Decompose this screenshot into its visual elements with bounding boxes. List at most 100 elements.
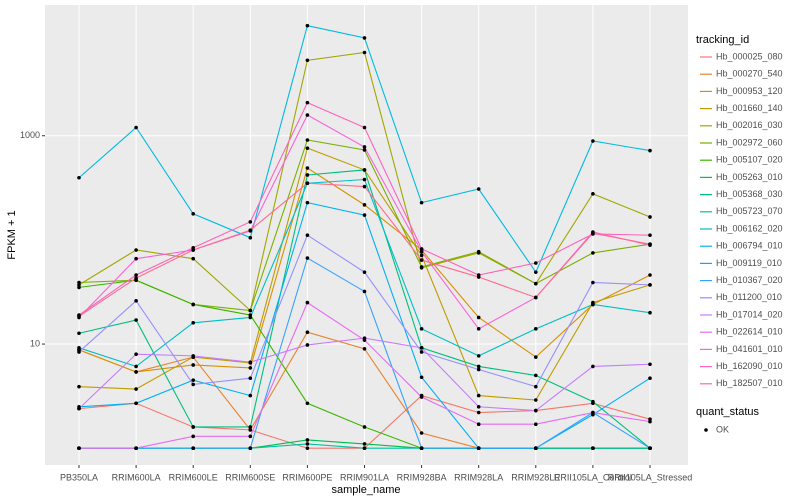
point <box>476 410 481 415</box>
point <box>534 270 538 274</box>
point <box>591 251 595 255</box>
point <box>476 327 481 331</box>
point <box>362 36 367 40</box>
point <box>648 419 652 424</box>
point <box>648 362 652 367</box>
x-tick-label: RRIM928LE <box>511 472 560 482</box>
legend-key <box>704 428 708 432</box>
point <box>191 212 195 216</box>
point <box>248 315 253 320</box>
point <box>134 318 138 322</box>
legend-label: Hb_006794_010 <box>716 241 783 251</box>
point <box>248 366 253 370</box>
legend-label: Hb_011200_010 <box>716 292 782 302</box>
x-tick-label: RRIM600SE <box>225 472 275 482</box>
point <box>419 346 424 350</box>
point <box>134 387 138 391</box>
point <box>362 145 367 149</box>
point <box>476 446 481 451</box>
point <box>248 235 253 240</box>
point <box>77 406 81 411</box>
legend-label: Hb_005368_030 <box>716 189 783 199</box>
point <box>476 367 481 372</box>
y-axis-title: FPKM + 1 <box>6 210 18 259</box>
point <box>648 446 652 451</box>
legend-label: Hb_001660_140 <box>716 103 783 113</box>
legend-label: Hb_182507_010 <box>716 378 783 388</box>
legend-label: Hb_041601_010 <box>716 344 783 354</box>
point <box>362 425 367 429</box>
point <box>134 299 138 303</box>
point <box>419 375 424 380</box>
point <box>648 233 652 237</box>
legend-label: Hb_010367_020 <box>716 275 783 285</box>
point <box>77 346 81 350</box>
legend-title: tracking_id <box>696 34 749 46</box>
point <box>362 125 367 130</box>
legend-label: Hb_022614_010 <box>716 327 783 337</box>
point <box>534 355 538 359</box>
legend-label: Hb_002016_030 <box>716 120 783 130</box>
point <box>305 438 310 442</box>
point <box>362 148 367 152</box>
point <box>476 249 481 254</box>
legend-label: Hb_162090_010 <box>716 361 783 371</box>
legend-label: Hb_005263_010 <box>716 172 783 182</box>
x-tick-label: RRII105LA_Stressed <box>608 472 693 482</box>
point <box>591 399 595 404</box>
point <box>362 177 367 182</box>
point <box>476 364 481 369</box>
point <box>248 228 253 232</box>
point <box>248 425 253 429</box>
point <box>248 308 253 313</box>
legend-label: Hb_005107_020 <box>716 155 783 165</box>
point <box>191 256 195 261</box>
point <box>77 384 81 389</box>
point <box>134 401 138 406</box>
point <box>534 281 538 286</box>
point <box>419 446 424 451</box>
x-axis-title: sample_name <box>331 484 400 496</box>
point <box>305 300 310 305</box>
point <box>134 446 138 451</box>
point <box>534 384 538 389</box>
x-tick-label: RRIM600LA <box>112 472 161 482</box>
point <box>248 393 253 398</box>
point <box>305 173 310 177</box>
point <box>476 354 481 358</box>
point <box>419 253 424 258</box>
point <box>648 310 652 315</box>
legend-title: quant_status <box>696 406 759 418</box>
point <box>134 352 138 356</box>
point <box>419 258 424 262</box>
point <box>77 314 81 319</box>
point <box>648 242 652 246</box>
point <box>77 446 81 451</box>
point <box>534 446 538 451</box>
legend-label: Hb_009119_010 <box>716 258 782 268</box>
point <box>419 247 424 251</box>
point <box>305 442 310 446</box>
point <box>305 330 310 334</box>
point <box>419 350 424 354</box>
legend-label: Hb_005723_070 <box>716 206 783 216</box>
point <box>305 446 310 451</box>
point <box>191 354 195 358</box>
x-tick-label: RRIM901LA <box>340 472 389 482</box>
point <box>476 187 481 191</box>
point <box>648 215 652 219</box>
point <box>591 410 595 415</box>
point <box>134 248 138 252</box>
point <box>362 203 367 207</box>
point <box>305 256 310 260</box>
point <box>362 270 367 274</box>
point <box>534 408 538 413</box>
point <box>534 261 538 265</box>
point <box>305 58 310 63</box>
y-tick-label: 10 <box>30 338 40 348</box>
point <box>305 200 310 205</box>
point <box>476 275 481 279</box>
point <box>248 220 253 224</box>
legend-label: OK <box>716 424 729 434</box>
x-tick-label: RRIM928BA <box>397 472 447 482</box>
